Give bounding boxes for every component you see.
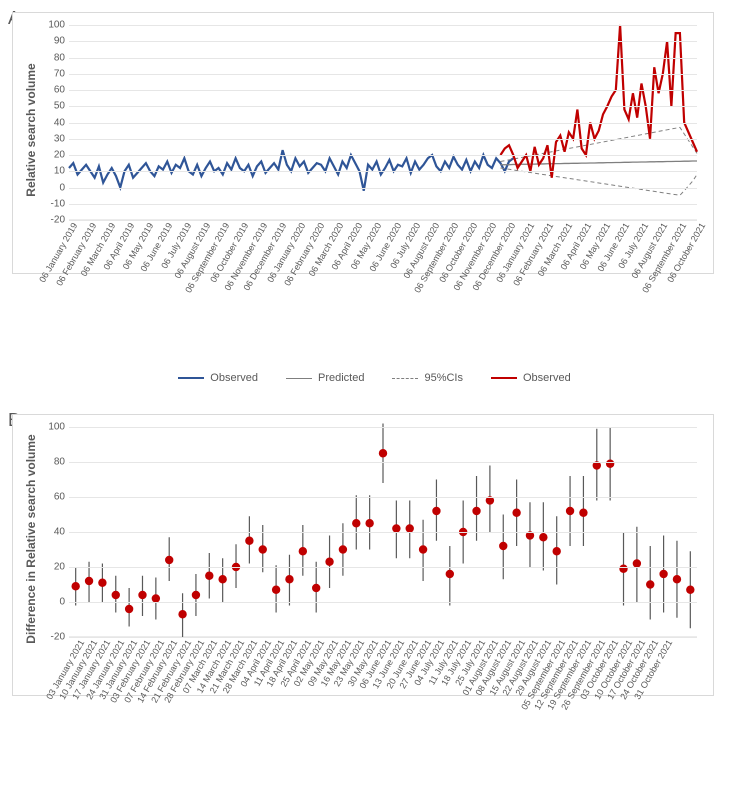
ytick-label: 40 — [54, 117, 69, 128]
ytick-label: 80 — [54, 457, 69, 468]
ytick-label: 100 — [48, 422, 69, 433]
gridline — [69, 567, 697, 568]
ytick-label: 100 — [48, 20, 69, 31]
point-marker — [98, 579, 106, 587]
point-marker — [245, 537, 253, 545]
point-marker — [192, 591, 200, 599]
gridline — [69, 139, 697, 140]
legend-item: Observed — [178, 372, 258, 384]
point-marker — [112, 591, 120, 599]
panel-a-legend: Observed Predicted 95%CIs Observed — [12, 372, 737, 384]
point-marker — [272, 586, 280, 594]
ytick-label: 90 — [54, 36, 69, 47]
legend-swatch — [286, 378, 312, 379]
point-marker — [499, 542, 507, 550]
point-marker — [165, 556, 173, 564]
figure: A Relative search volume -20-10010203040… — [12, 12, 737, 696]
ytick-label: 40 — [54, 527, 69, 538]
point-marker — [312, 584, 320, 592]
gridline — [69, 74, 697, 75]
point-marker — [566, 507, 574, 515]
legend-item: 95%CIs — [392, 372, 463, 384]
point-marker — [352, 519, 360, 527]
ytick-label: 30 — [54, 133, 69, 144]
point-marker — [285, 575, 293, 583]
ytick-label: 60 — [54, 492, 69, 503]
point-marker — [446, 570, 454, 578]
gridline — [69, 602, 697, 603]
legend-swatch — [491, 377, 517, 379]
ytick-label: 60 — [54, 85, 69, 96]
legend-label: Observed — [523, 372, 571, 384]
point-marker — [646, 580, 654, 588]
gridline — [69, 188, 697, 189]
point-marker — [325, 558, 333, 566]
point-marker — [379, 449, 387, 457]
gridline — [69, 123, 697, 124]
gridline — [69, 155, 697, 156]
legend-label: Observed — [210, 372, 258, 384]
legend-label: 95%CIs — [424, 372, 463, 384]
point-marker — [205, 572, 213, 580]
ytick-label: 20 — [54, 562, 69, 573]
gridline — [69, 106, 697, 107]
ytick-label: 20 — [54, 150, 69, 161]
gridline — [69, 427, 697, 428]
point-marker — [178, 610, 186, 618]
point-marker — [579, 509, 587, 517]
point-marker — [659, 570, 667, 578]
point-marker — [432, 507, 440, 515]
point-marker — [125, 605, 133, 613]
gridline — [69, 90, 697, 91]
point-marker — [673, 575, 681, 583]
point-marker — [259, 545, 267, 553]
point-marker — [686, 586, 694, 594]
panel-a-chart: Relative search volume -20-1001020304050… — [12, 12, 714, 274]
point-marker — [85, 577, 93, 585]
panel-a-ylabel: Relative search volume — [24, 63, 38, 196]
point-marker — [419, 545, 427, 553]
ytick-label: 80 — [54, 52, 69, 63]
panel-b-chart: Difference in Relative search volume -20… — [12, 414, 714, 696]
legend-item: Observed — [491, 372, 571, 384]
gridline — [69, 497, 697, 498]
gridline — [69, 58, 697, 59]
panel-b-plot-area: Difference in Relative search volume -20… — [69, 427, 697, 637]
ytick-label: -20 — [51, 632, 69, 643]
ytick-label: -10 — [51, 198, 69, 209]
panel-b: B Difference in Relative search volume -… — [12, 414, 737, 696]
point-marker — [512, 509, 520, 517]
point-marker — [339, 545, 347, 553]
gridline — [69, 462, 697, 463]
gridline — [69, 41, 697, 42]
point-marker — [218, 575, 226, 583]
ytick-label: 0 — [59, 597, 69, 608]
gridline — [69, 204, 697, 205]
legend-label: Predicted — [318, 372, 364, 384]
legend-swatch — [392, 378, 418, 379]
point-marker — [138, 591, 146, 599]
point-marker — [365, 519, 373, 527]
legend-item: Predicted — [286, 372, 364, 384]
point-marker — [553, 547, 561, 555]
point-marker — [539, 533, 547, 541]
point-marker — [472, 507, 480, 515]
point-marker — [619, 565, 627, 573]
point-marker — [71, 582, 79, 590]
ytick-label: 70 — [54, 68, 69, 79]
ytick-label: 0 — [59, 182, 69, 193]
panel-b-ylabel: Difference in Relative search volume — [24, 434, 38, 643]
ytick-label: 50 — [54, 101, 69, 112]
ytick-label: 10 — [54, 166, 69, 177]
point-marker — [299, 547, 307, 555]
series-line — [500, 161, 697, 165]
gridline — [69, 532, 697, 533]
point-marker — [606, 460, 614, 468]
legend-swatch — [178, 377, 204, 379]
gridline — [69, 171, 697, 172]
panel-a-plot-area: Relative search volume -20-1001020304050… — [69, 25, 697, 220]
panel-a: A Relative search volume -20-10010203040… — [12, 12, 737, 384]
gridline — [69, 25, 697, 26]
